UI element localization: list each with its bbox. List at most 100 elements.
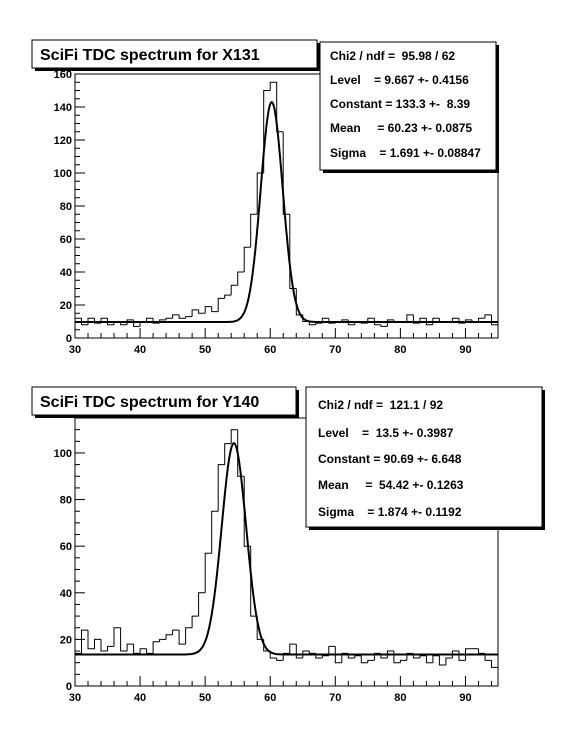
x131-histogram-bin-63 — [289, 214, 297, 289]
y140-histogram-bin-74 — [360, 655, 368, 664]
x131-y-tick-label-0: 0 — [66, 333, 72, 345]
x131-histogram-bin-49 — [198, 309, 206, 314]
x131-stat-chi2: Chi2 / ndf = 95.98 / 62 — [330, 49, 455, 63]
x131-histogram-bin-35 — [107, 318, 114, 326]
x131-histogram-bin-45 — [172, 314, 180, 319]
y140-histogram-bin-75 — [367, 659, 375, 663]
y140-histogram-bin-90 — [465, 648, 472, 661]
x131-histogram-bin-55 — [237, 271, 245, 286]
y140-histogram-bin-73 — [354, 655, 362, 658]
y140-histogram-bin-71 — [341, 652, 349, 663]
y140-histogram-bin-94 — [491, 660, 498, 668]
x131-histogram-bin-59 — [263, 90, 271, 173]
y140-stat-sigma: Sigma = 1.874 +- 0.1192 — [318, 505, 462, 519]
y140-histogram-bin-93 — [484, 653, 492, 661]
x131-histogram-bin-31 — [81, 318, 88, 326]
x131-histogram-bin-50 — [204, 306, 212, 314]
y140-histogram-bin-64 — [295, 644, 303, 659]
x131-stat-sigma: Sigma = 1.691 +- 0.08847 — [330, 146, 481, 160]
y140-histogram-bin-61 — [276, 658, 284, 661]
y140-stats-box-shadow-bottom — [309, 527, 545, 530]
y140-histogram-bin-40 — [139, 648, 147, 654]
x131-title-box-shadow — [317, 43, 320, 71]
x131-stats-box-shadow — [496, 45, 499, 173]
y140-histogram-bin-62 — [282, 652, 290, 661]
x131-histogram-bin-38 — [126, 319, 134, 325]
x131-stat-mean: Mean = 60.23 +- 0.0875 — [330, 121, 472, 135]
y140-x-axis: 30 40 50 60 70 80 90 — [69, 676, 492, 704]
x131-histogram-bin-94 — [491, 314, 498, 326]
y140-y-tick-label-0: 0 — [66, 681, 72, 693]
y140-histogram-bin-32 — [87, 630, 95, 650]
y140-x-tick-label-30: 30 — [69, 692, 81, 704]
x131-x-tick-label-40: 40 — [134, 344, 146, 356]
x131-histogram-bin-54 — [230, 284, 238, 296]
y140-histogram-bin-60 — [269, 651, 277, 659]
y140-y-tick-label-40: 40 — [60, 588, 72, 600]
y140-histogram-bin-50 — [204, 552, 212, 593]
y140-histogram-bin-52 — [217, 464, 225, 512]
y140-histogram-bin-81 — [406, 652, 414, 661]
x131-histogram-bin-88 — [451, 317, 459, 322]
y140-histogram-bin-54 — [230, 429, 238, 444]
y140-histogram-bin-83 — [419, 655, 427, 658]
y140-histogram-bin-70 — [334, 646, 342, 664]
y140-histogram-bin-63 — [289, 643, 297, 654]
y140-histogram-bin-85 — [432, 655, 440, 663]
y140-histogram-bin-92 — [478, 648, 485, 654]
y140-histogram-bin-39 — [133, 644, 141, 654]
y140-stat-chi2: Chi2 / ndf = 121.1 / 92 — [318, 398, 443, 412]
x131-chart-title: SciFi TDC spectrum for X131 — [40, 47, 260, 64]
y140-histogram-bin-47 — [185, 627, 193, 645]
x131-histogram-bin-57 — [250, 213, 258, 248]
x131-stats-box-shadow-bottom — [323, 170, 499, 173]
x131-histogram-bin-42 — [152, 318, 160, 324]
y140-y-axis: 0 20 40 60 80 100 — [54, 417, 85, 693]
y140-histogram-bin-33 — [94, 638, 101, 649]
y140-histogram-bin-41 — [146, 648, 154, 654]
x131-y-tick-label-100: 100 — [54, 168, 72, 180]
x131-gaussian-fit-curve — [75, 100, 498, 323]
x131-histogram-bin-47 — [185, 316, 193, 319]
x131-histogram-bin-33 — [94, 318, 101, 324]
y140-histogram-bin-80 — [399, 659, 407, 663]
y140-histogram-bin-79 — [393, 651, 401, 664]
y140-stats-box-shadow — [542, 390, 545, 530]
y140-x-tick-label-90: 90 — [459, 692, 471, 704]
y140-histogram-bin-35 — [107, 645, 114, 651]
y140-histogram-bin-38 — [126, 643, 134, 651]
y140-y-tick-label-20: 20 — [60, 634, 72, 646]
x131-histogram-bin-76 — [373, 318, 381, 326]
y140-histogram-bin-48 — [191, 615, 199, 628]
x131-y-tick-label-80: 80 — [60, 201, 72, 213]
x131-histogram-bin-89 — [458, 318, 466, 324]
x131-gaussian-fit-series — [75, 100, 498, 323]
x131-histogram-bin-39 — [133, 319, 141, 327]
y140-histogram-bin-42 — [152, 641, 160, 654]
y140-histogram-bin-43 — [159, 638, 167, 642]
y140-histogram-bin-30 — [74, 652, 82, 686]
y140-histogram-bin-65 — [302, 650, 310, 658]
x131-histogram-bin-44 — [165, 317, 173, 320]
y140-stats-box — [305, 386, 543, 528]
y140-histogram-bin-31 — [81, 629, 88, 654]
x131-x-tick-label-30: 30 — [69, 344, 81, 356]
y140-y-tick-label-60: 60 — [60, 541, 72, 553]
x131-title-box-shadow-bottom — [35, 68, 320, 71]
y140-gaussian-fit-curve — [75, 442, 498, 656]
y140-histogram-bin-68 — [321, 655, 329, 658]
x131-histogram-bin-84 — [425, 318, 433, 326]
x131-y-tick-label-40: 40 — [60, 267, 72, 279]
x131-histogram-bin-67 — [315, 322, 323, 325]
x131-histogram-bin-51 — [211, 306, 219, 313]
y140-histogram-bin-36 — [113, 627, 121, 647]
x131-histogram-bin-53 — [224, 294, 232, 299]
y140-histogram-bin-76 — [373, 652, 381, 661]
x131-y-tick-label-60: 60 — [60, 234, 72, 246]
y140-histogram-bin-78 — [386, 650, 394, 658]
x131-y-tick-label-20: 20 — [60, 300, 72, 312]
y140-x-tick-label-80: 80 — [394, 692, 406, 704]
y140-histogram-bin-87 — [445, 657, 453, 665]
y140-stat-constant: Constant = 90.69 +- 6.648 — [318, 452, 462, 466]
y140-chart-title: SciFi TDC spectrum for Y140 — [40, 394, 259, 411]
